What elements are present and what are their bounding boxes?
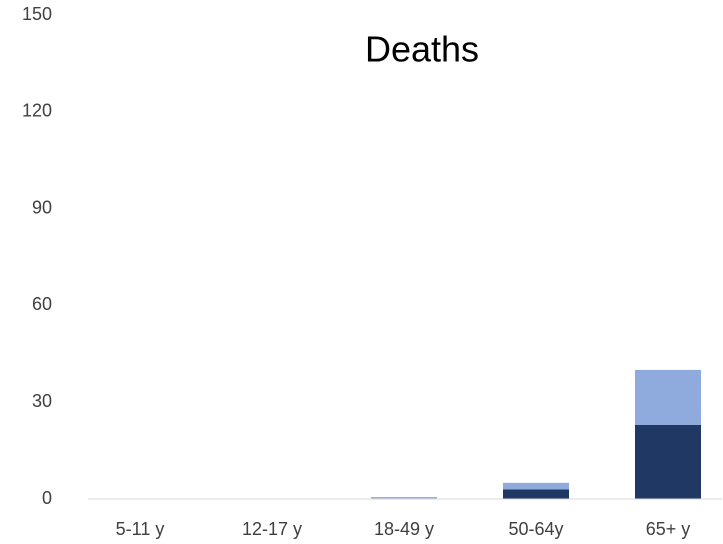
bar-segment xyxy=(635,424,701,499)
bar-segment xyxy=(503,489,569,499)
y-tick-label: 150 xyxy=(22,4,52,24)
x-tick-label: 5-11 y xyxy=(116,519,165,539)
y-tick-label: 60 xyxy=(32,294,52,314)
y-tick-label: 90 xyxy=(32,197,52,217)
x-tick-label: 50-64y xyxy=(508,519,563,539)
x-tick-label: 65+ y xyxy=(646,519,691,539)
chart-title: Deaths xyxy=(365,29,479,70)
bar-segment xyxy=(635,369,701,425)
x-tick-label: 12-17 y xyxy=(242,519,302,539)
y-tick-label: 120 xyxy=(22,101,52,121)
x-tick-label: 18-49 y xyxy=(374,519,434,539)
y-tick-label: 30 xyxy=(32,391,52,411)
bar-segment xyxy=(371,497,437,499)
y-tick-label: 0 xyxy=(42,488,52,508)
bar-segment xyxy=(503,482,569,490)
